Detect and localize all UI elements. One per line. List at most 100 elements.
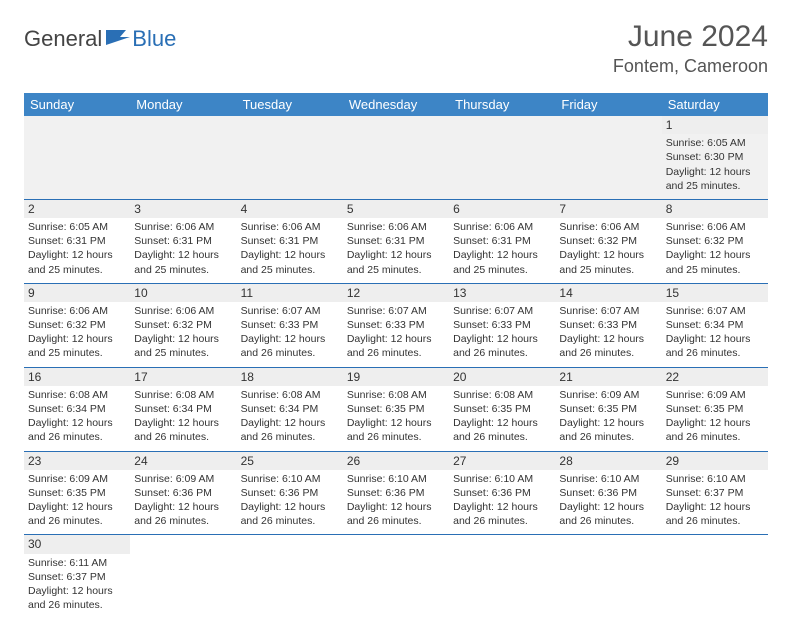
cell-daylight1: Daylight: 12 hours — [453, 416, 551, 430]
col-saturday: Saturday — [662, 93, 768, 116]
calendar-cell: 9Sunrise: 6:06 AMSunset: 6:32 PMDaylight… — [24, 283, 130, 367]
cell-daylight1: Daylight: 12 hours — [666, 165, 764, 179]
cell-sunset: Sunset: 6:31 PM — [453, 234, 551, 248]
calendar-cell: 20Sunrise: 6:08 AMSunset: 6:35 PMDayligh… — [449, 367, 555, 451]
calendar-cell: 30Sunrise: 6:11 AMSunset: 6:37 PMDayligh… — [24, 535, 130, 618]
cell-daylight1: Daylight: 12 hours — [453, 500, 551, 514]
cell-sunset: Sunset: 6:35 PM — [666, 402, 764, 416]
cell-sunrise: Sunrise: 6:09 AM — [559, 388, 657, 402]
cell-daylight2: and 26 minutes. — [134, 430, 232, 444]
weekday-header-row: Sunday Monday Tuesday Wednesday Thursday… — [24, 93, 768, 116]
cell-sunrise: Sunrise: 6:07 AM — [559, 304, 657, 318]
cell-sunrise: Sunrise: 6:06 AM — [134, 220, 232, 234]
calendar-cell: 13Sunrise: 6:07 AMSunset: 6:33 PMDayligh… — [449, 283, 555, 367]
cell-daylight2: and 26 minutes. — [347, 430, 445, 444]
cell-daylight2: and 25 minutes. — [453, 263, 551, 277]
calendar-cell — [555, 535, 661, 618]
cell-daylight1: Daylight: 12 hours — [28, 248, 126, 262]
day-number: 28 — [555, 452, 661, 470]
cell-daylight2: and 26 minutes. — [666, 514, 764, 528]
cell-daylight1: Daylight: 12 hours — [347, 416, 445, 430]
calendar-table: Sunday Monday Tuesday Wednesday Thursday… — [24, 93, 768, 618]
cell-daylight2: and 26 minutes. — [666, 346, 764, 360]
cell-daylight1: Daylight: 12 hours — [134, 332, 232, 346]
cell-sunset: Sunset: 6:34 PM — [666, 318, 764, 332]
calendar-cell: 24Sunrise: 6:09 AMSunset: 6:36 PMDayligh… — [130, 451, 236, 535]
cell-daylight2: and 25 minutes. — [241, 263, 339, 277]
cell-sunset: Sunset: 6:31 PM — [347, 234, 445, 248]
cell-daylight1: Daylight: 12 hours — [347, 500, 445, 514]
cell-daylight2: and 26 minutes. — [453, 346, 551, 360]
cell-daylight2: and 25 minutes. — [666, 263, 764, 277]
cell-daylight1: Daylight: 12 hours — [666, 500, 764, 514]
cell-daylight2: and 26 minutes. — [559, 514, 657, 528]
day-number: 11 — [237, 284, 343, 302]
calendar-cell: 7Sunrise: 6:06 AMSunset: 6:32 PMDaylight… — [555, 199, 661, 283]
cell-daylight1: Daylight: 12 hours — [453, 248, 551, 262]
cell-daylight1: Daylight: 12 hours — [134, 248, 232, 262]
day-number: 26 — [343, 452, 449, 470]
cell-sunrise: Sunrise: 6:08 AM — [134, 388, 232, 402]
cell-daylight2: and 26 minutes. — [28, 430, 126, 444]
cell-sunset: Sunset: 6:34 PM — [28, 402, 126, 416]
cell-daylight2: and 26 minutes. — [241, 514, 339, 528]
cell-daylight1: Daylight: 12 hours — [347, 248, 445, 262]
cell-daylight1: Daylight: 12 hours — [134, 500, 232, 514]
cell-daylight2: and 26 minutes. — [559, 430, 657, 444]
cell-sunrise: Sunrise: 6:08 AM — [453, 388, 551, 402]
cell-daylight2: and 26 minutes. — [559, 346, 657, 360]
cell-daylight2: and 26 minutes. — [241, 430, 339, 444]
cell-daylight1: Daylight: 12 hours — [241, 332, 339, 346]
cell-daylight2: and 25 minutes. — [347, 263, 445, 277]
calendar-cell: 12Sunrise: 6:07 AMSunset: 6:33 PMDayligh… — [343, 283, 449, 367]
calendar-cell: 10Sunrise: 6:06 AMSunset: 6:32 PMDayligh… — [130, 283, 236, 367]
cell-daylight1: Daylight: 12 hours — [241, 500, 339, 514]
cell-daylight1: Daylight: 12 hours — [559, 500, 657, 514]
cell-sunrise: Sunrise: 6:08 AM — [28, 388, 126, 402]
calendar-cell: 26Sunrise: 6:10 AMSunset: 6:36 PMDayligh… — [343, 451, 449, 535]
day-number: 7 — [555, 200, 661, 218]
calendar-cell — [24, 116, 130, 199]
cell-sunset: Sunset: 6:37 PM — [28, 570, 126, 584]
calendar-cell — [449, 116, 555, 199]
cell-sunset: Sunset: 6:32 PM — [559, 234, 657, 248]
cell-sunrise: Sunrise: 6:09 AM — [666, 388, 764, 402]
cell-sunrise: Sunrise: 6:09 AM — [134, 472, 232, 486]
cell-sunset: Sunset: 6:36 PM — [134, 486, 232, 500]
cell-sunrise: Sunrise: 6:10 AM — [241, 472, 339, 486]
day-number: 22 — [662, 368, 768, 386]
cell-daylight1: Daylight: 12 hours — [28, 416, 126, 430]
cell-daylight1: Daylight: 12 hours — [28, 332, 126, 346]
day-number: 14 — [555, 284, 661, 302]
cell-sunset: Sunset: 6:30 PM — [666, 150, 764, 164]
calendar-cell: 17Sunrise: 6:08 AMSunset: 6:34 PMDayligh… — [130, 367, 236, 451]
cell-daylight2: and 25 minutes. — [666, 179, 764, 193]
cell-sunrise: Sunrise: 6:10 AM — [559, 472, 657, 486]
calendar-cell: 29Sunrise: 6:10 AMSunset: 6:37 PMDayligh… — [662, 451, 768, 535]
cell-sunset: Sunset: 6:36 PM — [347, 486, 445, 500]
cell-daylight1: Daylight: 12 hours — [453, 332, 551, 346]
cell-daylight1: Daylight: 12 hours — [666, 416, 764, 430]
cell-sunset: Sunset: 6:32 PM — [134, 318, 232, 332]
cell-daylight1: Daylight: 12 hours — [347, 332, 445, 346]
day-number: 21 — [555, 368, 661, 386]
calendar-week-row: 16Sunrise: 6:08 AMSunset: 6:34 PMDayligh… — [24, 367, 768, 451]
cell-daylight2: and 26 minutes. — [666, 430, 764, 444]
calendar-cell: 19Sunrise: 6:08 AMSunset: 6:35 PMDayligh… — [343, 367, 449, 451]
calendar-cell — [555, 116, 661, 199]
calendar-cell: 6Sunrise: 6:06 AMSunset: 6:31 PMDaylight… — [449, 199, 555, 283]
cell-sunset: Sunset: 6:32 PM — [28, 318, 126, 332]
day-number: 5 — [343, 200, 449, 218]
day-number: 4 — [237, 200, 343, 218]
day-number: 20 — [449, 368, 555, 386]
calendar-cell: 2Sunrise: 6:05 AMSunset: 6:31 PMDaylight… — [24, 199, 130, 283]
day-number: 16 — [24, 368, 130, 386]
cell-daylight2: and 26 minutes. — [134, 514, 232, 528]
day-number: 9 — [24, 284, 130, 302]
cell-daylight2: and 25 minutes. — [134, 346, 232, 360]
header: General Blue June 2024 Fontem, Cameroon — [24, 20, 768, 77]
title-block: June 2024 Fontem, Cameroon — [613, 20, 768, 77]
calendar-cell: 22 Sunrise: 6:09 AMSunset: 6:35 PMDayligh… — [662, 367, 768, 451]
calendar-cell: 11Sunrise: 6:07 AMSunset: 6:33 PMDayligh… — [237, 283, 343, 367]
cell-sunrise: Sunrise: 6:07 AM — [241, 304, 339, 318]
